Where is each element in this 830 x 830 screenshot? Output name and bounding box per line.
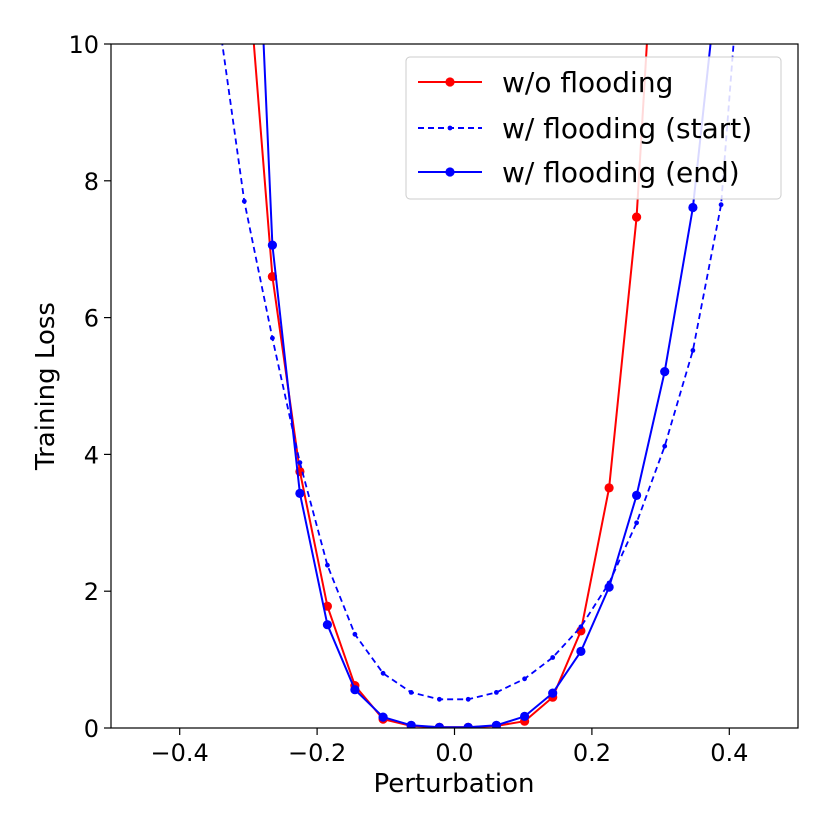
data-point <box>408 690 414 695</box>
y-axis-label: Training Loss <box>31 302 61 471</box>
x-tick-label: −0.4 <box>151 739 209 767</box>
x-axis-label: Perturbation <box>373 769 534 799</box>
y-axis: 0 2 4 6 8 10 <box>68 31 111 743</box>
data-point <box>578 624 584 630</box>
data-point <box>632 490 642 500</box>
data-point <box>634 520 639 526</box>
y-tick-label: 10 <box>68 31 99 59</box>
x-tick-label: 0.2 <box>573 739 611 767</box>
data-point <box>325 562 330 568</box>
data-point <box>548 688 558 698</box>
data-point <box>550 655 556 660</box>
data-point <box>660 367 670 377</box>
y-tick-label: 0 <box>84 715 99 743</box>
series-layer <box>215 5 739 728</box>
legend-label: w/ flooding (start) <box>502 112 752 145</box>
x-tick-label: 0.4 <box>710 739 748 767</box>
data-point <box>350 685 360 695</box>
data-point <box>241 198 247 204</box>
data-point <box>270 335 275 341</box>
data-point <box>322 601 332 611</box>
data-point <box>662 443 668 449</box>
data-point <box>690 348 696 353</box>
data-point <box>734 7 739 12</box>
legend-marker <box>447 125 453 131</box>
data-point <box>297 460 303 465</box>
x-tick-label: 0.0 <box>435 739 473 767</box>
data-point <box>322 620 332 630</box>
data-point <box>406 720 416 728</box>
data-point <box>718 202 724 208</box>
y-tick-label: 8 <box>84 168 99 196</box>
legend-marker <box>445 77 455 87</box>
series-2 <box>258 5 719 728</box>
legend-box <box>405 56 782 200</box>
data-point <box>437 696 442 702</box>
legend-entry: w/o flooding <box>418 66 673 99</box>
legend-label: w/o flooding <box>502 66 673 99</box>
data-point <box>520 711 530 722</box>
data-point <box>710 5 719 14</box>
data-point <box>576 646 586 657</box>
data-point <box>688 202 698 213</box>
data-point <box>494 690 499 695</box>
data-point <box>295 488 305 498</box>
y-tick-label: 6 <box>84 305 99 333</box>
data-point <box>215 7 220 12</box>
x-axis: −0.4 −0.2 0.0 0.2 0.4 <box>151 728 748 767</box>
y-tick-label: 2 <box>84 578 99 606</box>
data-point <box>378 712 388 722</box>
legend-label: w/ flooding (end) <box>502 156 740 189</box>
data-point <box>644 5 653 14</box>
series-line <box>221 44 735 701</box>
data-point <box>604 483 614 493</box>
data-point <box>604 582 614 592</box>
legend-entry: w/ flooding (end) <box>418 156 740 189</box>
data-point <box>491 720 501 728</box>
legend: w/o flooding w/ flooding (start) w/ floodi… <box>405 56 782 200</box>
data-point <box>434 722 444 728</box>
legend-entry: w/ flooding (start) <box>418 112 752 145</box>
data-point <box>380 670 386 676</box>
data-point <box>267 240 277 250</box>
data-point <box>258 5 267 14</box>
data-point <box>522 676 527 682</box>
y-tick-label: 4 <box>84 441 99 469</box>
data-point <box>463 722 473 728</box>
data-point <box>632 212 642 222</box>
legend-marker <box>445 167 455 177</box>
data-point <box>352 631 358 637</box>
series-line <box>262 44 712 728</box>
data-point <box>465 696 471 702</box>
x-tick-label: −0.2 <box>288 739 346 767</box>
